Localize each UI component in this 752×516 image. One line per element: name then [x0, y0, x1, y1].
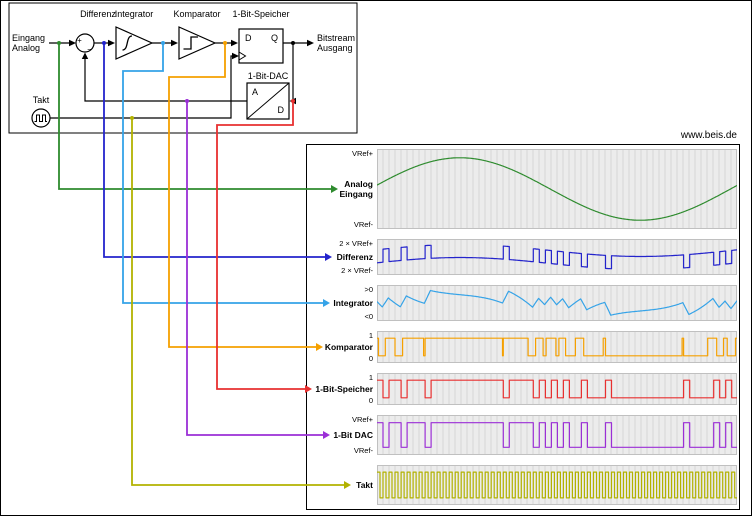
waveform-row-speicher: 1-Bit-Speicher 1 0: [307, 373, 737, 405]
waveform-plot-analog: [377, 149, 737, 229]
waveform-row-komparator: Komparator 1 0: [307, 331, 737, 363]
waveform-trace-speicher: [377, 379, 737, 399]
waveform-plot-integrator: [377, 285, 737, 321]
waveform-title-komparator: Komparator: [324, 342, 373, 352]
waveform-plot-differenz: [377, 239, 737, 275]
waveform-trace-integrator: [377, 289, 737, 316]
waveform-trace-dac: [377, 422, 737, 448]
waveform-row-analog: Analog Eingang VRef+ VRef-: [307, 149, 737, 229]
waveform-label-column: Komparator 1 0: [307, 331, 373, 363]
waveform-title-analog: Analog Eingang: [339, 179, 373, 199]
waveform-label-column: Differenz 2 × VRef+ 2 × VRef-: [307, 239, 373, 275]
waveform-row-integrator: Integrator >0 <0: [307, 285, 737, 321]
axis-top-label-integrator: >0: [364, 285, 373, 294]
waveform-trace-differenz: [377, 244, 737, 270]
waveform-trace-analog: [377, 157, 737, 221]
waveform-title-dac: 1-Bit DAC: [333, 430, 373, 440]
waveform-plot-takt: [377, 465, 737, 505]
axis-bottom-label-integrator: <0: [364, 312, 373, 321]
waveform-label-column: 1-Bit-Speicher 1 0: [307, 373, 373, 405]
waveform-plot-komparator: [377, 331, 737, 363]
waveform-row-dac: 1-Bit DAC VRef+ VRef-: [307, 415, 737, 455]
website-watermark: www.beis.de: [680, 130, 737, 141]
waveform-row-differenz: Differenz 2 × VRef+ 2 × VRef-: [307, 239, 737, 275]
axis-bottom-label-komparator: 0: [368, 354, 373, 363]
waveform-label-column: Takt: [307, 465, 373, 505]
waveform-label-column: 1-Bit DAC VRef+ VRef-: [307, 415, 373, 455]
axis-bottom-label-dac: VRef-: [353, 446, 373, 455]
axis-top-label-differenz: 2 × VRef+: [339, 239, 373, 248]
axis-bottom-label-differenz: 2 × VRef-: [341, 266, 373, 275]
waveform-plot-dac: [377, 415, 737, 455]
waveform-title-differenz: Differenz: [336, 252, 373, 262]
waveform-row-takt: Takt: [307, 465, 737, 505]
waveform-label-column: Integrator >0 <0: [307, 285, 373, 321]
waveform-title-integrator: Integrator: [333, 298, 373, 308]
axis-bottom-label-speicher: 0: [368, 396, 373, 405]
axis-top-label-dac: VRef+: [351, 415, 373, 424]
axis-top-label-speicher: 1: [368, 373, 373, 382]
waveform-title-takt: Takt: [356, 480, 373, 490]
axis-top-label-analog: VRef+: [351, 149, 373, 158]
waveform-trace-takt: [377, 471, 737, 499]
axis-bottom-label-analog: VRef-: [353, 220, 373, 229]
axis-top-label-komparator: 1: [368, 331, 373, 340]
waveform-title-speicher: 1-Bit-Speicher: [315, 384, 373, 394]
waveform-trace-komparator: [377, 337, 737, 357]
waveform-plot-speicher: [377, 373, 737, 405]
waveform-label-column: Analog Eingang VRef+ VRef-: [307, 149, 373, 229]
